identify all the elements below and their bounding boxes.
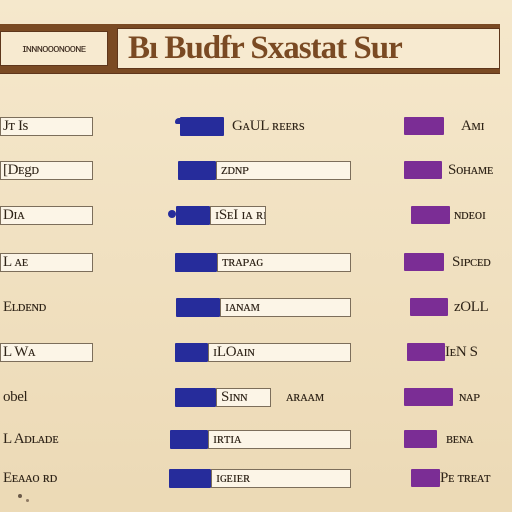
blue-bar	[176, 206, 210, 225]
left-field-5: Eʟᴅᴇɴᴅ	[3, 299, 47, 315]
row-2: [Dᴇgᴅ ᴢᴅɴᴘ Sᴏʜᴀᴍᴇ	[0, 161, 512, 195]
middle-field-4: ᴛʀᴀᴘᴀɢ	[175, 253, 351, 275]
purple-bar	[410, 298, 448, 316]
middle-field-7: Sɪɴɴ ᴀʀᴀᴀᴍ	[175, 388, 351, 410]
bottom-dot-icon	[18, 494, 22, 498]
blue-bar	[170, 430, 208, 449]
right-field-1: Aᴍɪ	[404, 117, 512, 139]
left-field-8: L Aᴅʟᴀᴅᴇ	[3, 431, 59, 447]
middle-label: ᴀʀᴀᴀᴍ	[286, 389, 324, 405]
right-field-2: Sᴏʜᴀᴍᴇ	[404, 161, 512, 183]
right-label: Aᴍɪ	[461, 118, 485, 134]
header-left-box: ɪɴɴɴᴏᴏᴏɴᴏᴏɴᴇ	[0, 31, 108, 66]
middle-input: ᴢᴅɴᴘ	[216, 161, 351, 180]
blue-node-icon	[168, 210, 176, 218]
row-3: Dɪᴀ ɪSᴇI ɪᴀ ʀɪɴɢ ɴᴅᴇᴏɪ	[0, 206, 512, 240]
middle-field-2: ᴢᴅɴᴘ	[175, 161, 351, 183]
middle-field-9: ɪɢᴇɪᴇʀ	[169, 469, 351, 491]
middle-input: ɪɢᴇɪᴇʀ	[211, 469, 351, 488]
left-field-3: Dɪᴀ	[0, 206, 93, 225]
bottom-dot-icon	[26, 499, 29, 502]
left-field-1: Jᴛ Is	[0, 117, 93, 136]
middle-field-6: ɪLOᴀɪɴ	[175, 343, 351, 365]
middle-field-1: GᴀUL ʀᴇᴇʀs	[175, 117, 351, 139]
right-field-5: ᴢOLL	[404, 298, 512, 320]
right-field-4: Sɪᴘᴄᴇᴅ	[404, 253, 512, 275]
row-8: L Aᴅʟᴀᴅᴇ ɪʀᴛɪᴀ ʙᴇɴᴀ	[0, 430, 512, 464]
right-field-7: ɴᴀᴘ	[404, 388, 512, 410]
row-5: Eʟᴅᴇɴᴅ ɪᴀɴᴀᴍ ᴢOLL	[0, 298, 512, 332]
left-field-9: Eᴇᴀᴀᴏ ʀᴅ	[3, 470, 58, 486]
left-field-6: L Wᴀ	[0, 343, 93, 362]
right-label: Pᴇ ᴛʀᴇᴀᴛ	[440, 470, 491, 486]
middle-field-8: ɪʀᴛɪᴀ	[170, 430, 351, 452]
header-bar: ɪɴɴɴᴏᴏᴏɴᴏᴏɴᴇ Bı Budfr Sxastat Sur	[0, 24, 500, 74]
right-label: ʙᴇɴᴀ	[446, 431, 474, 447]
right-label: ᴢOLL	[454, 299, 489, 315]
right-field-6: IᴇN S	[404, 343, 512, 365]
purple-bar	[404, 117, 444, 135]
blue-bar	[175, 388, 216, 407]
middle-input: ɪᴀɴᴀᴍ	[220, 298, 351, 317]
row-6: L Wᴀ ɪLOᴀɪɴ IᴇN S	[0, 343, 512, 377]
middle-field-5: ɪᴀɴᴀᴍ	[175, 298, 351, 320]
right-label: Sɪᴘᴄᴇᴅ	[452, 254, 491, 270]
right-label: Sᴏʜᴀᴍᴇ	[448, 162, 494, 178]
blue-bar	[175, 343, 208, 362]
middle-input: ɪLOᴀɪɴ	[208, 343, 351, 362]
row-4: L ᴀᴇ ᴛʀᴀᴘᴀɢ Sɪᴘᴄᴇᴅ	[0, 253, 512, 287]
blue-bar	[178, 161, 216, 180]
left-field-7: obel	[3, 389, 28, 405]
middle-input: Sɪɴɴ	[216, 388, 271, 407]
purple-bar	[404, 430, 437, 448]
blue-bar	[180, 117, 224, 136]
blue-bar	[175, 253, 217, 272]
row-9: Eᴇᴀᴀᴏ ʀᴅ ɪɢᴇɪᴇʀ Pᴇ ᴛʀᴇᴀᴛ	[0, 469, 512, 503]
header-title: Bı Budfr Sxastat Sur	[117, 28, 500, 69]
purple-bar	[411, 469, 440, 487]
right-label: ɴᴀᴘ	[459, 389, 480, 405]
purple-bar	[404, 161, 442, 179]
right-label: ɴᴅᴇᴏɪ	[454, 207, 486, 223]
middle-input: ɪSᴇI ɪᴀ ʀɪɴɢ	[210, 206, 266, 225]
left-field-4: L ᴀᴇ	[0, 253, 93, 272]
right-field-3: ɴᴅᴇᴏɪ	[404, 206, 512, 228]
purple-bar	[404, 388, 453, 406]
right-field-9: Pᴇ ᴛʀᴇᴀᴛ	[404, 469, 512, 491]
middle-input: ᴛʀᴀᴘᴀɢ	[217, 253, 351, 272]
middle-field-3: ɪSᴇI ɪᴀ ʀɪɴɢ	[168, 206, 351, 228]
purple-bar	[404, 253, 444, 271]
left-field-2: [Dᴇgᴅ	[0, 161, 93, 180]
right-label: IᴇN S	[445, 344, 478, 360]
row-7: obel Sɪɴɴ ᴀʀᴀᴀᴍ ɴᴀᴘ	[0, 388, 512, 422]
right-field-8: ʙᴇɴᴀ	[404, 430, 512, 452]
purple-bar	[411, 206, 450, 224]
purple-bar	[407, 343, 445, 361]
middle-label: GᴀUL ʀᴇᴇʀs	[232, 118, 305, 134]
blue-bar	[169, 469, 211, 488]
row-1: Jᴛ Is GᴀUL ʀᴇᴇʀs Aᴍɪ	[0, 117, 512, 151]
middle-input: ɪʀᴛɪᴀ	[208, 430, 351, 449]
blue-bar	[176, 298, 220, 317]
